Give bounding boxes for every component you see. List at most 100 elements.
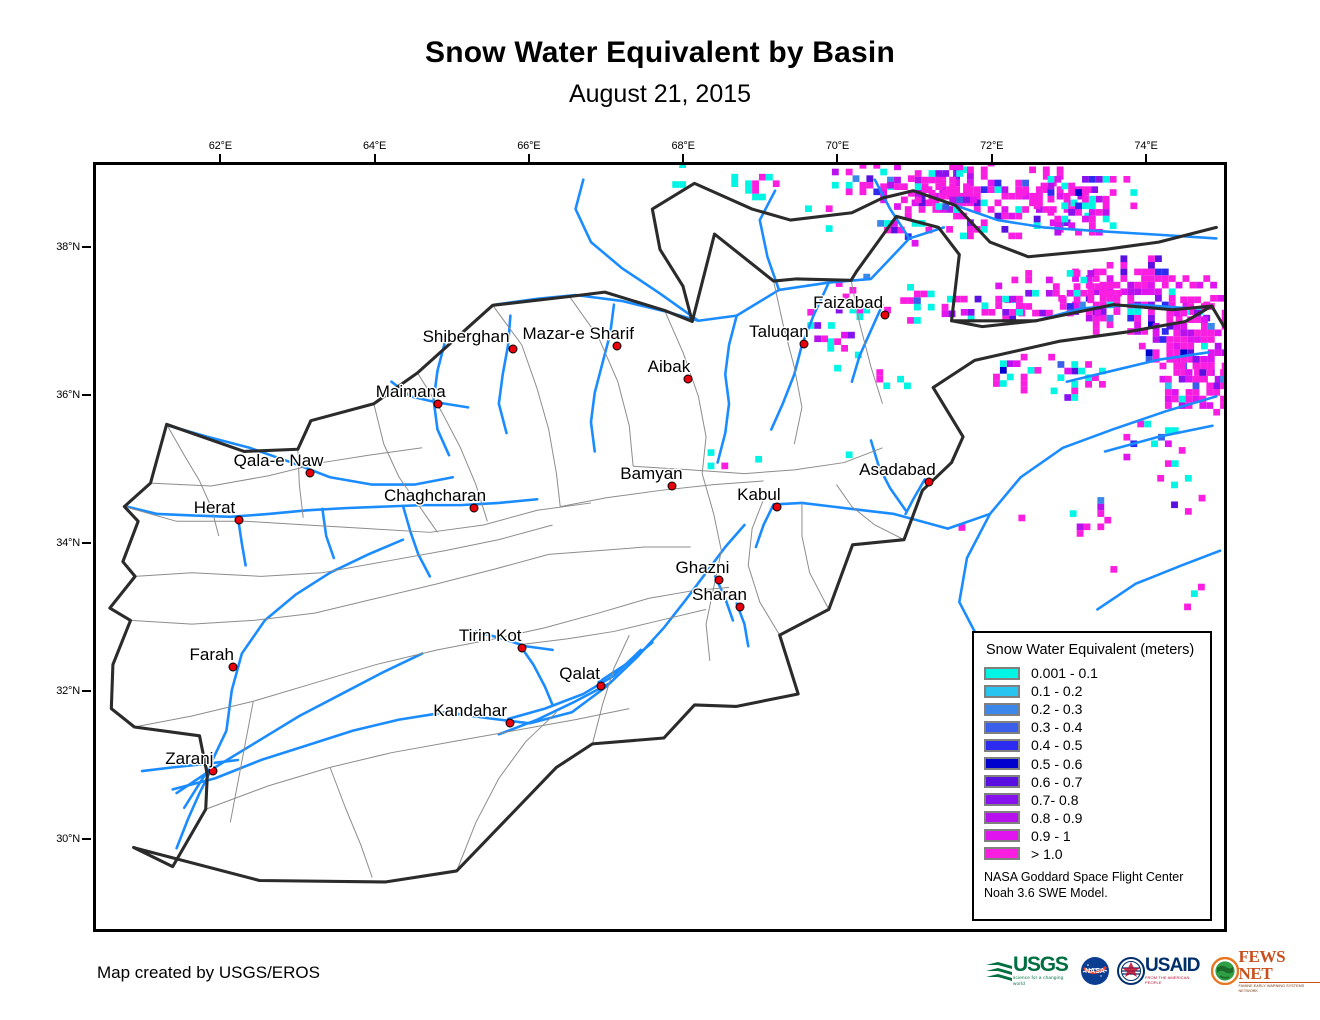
swe-cell [1015, 212, 1023, 220]
swe-cell [980, 186, 988, 193]
swe-cell [1171, 395, 1179, 403]
map-frame[interactable]: Faizabad Taluqan Mazar-e Sharif Shiberghan A… [93, 162, 1227, 932]
swe-cell [1134, 288, 1142, 296]
swe-cell [980, 173, 988, 180]
legend-row[interactable]: 0.5 - 0.6 [984, 754, 1200, 772]
basin-boundary [701, 473, 722, 661]
legend-row[interactable]: 0.7- 0.8 [984, 791, 1200, 809]
city-marker[interactable] [228, 662, 238, 672]
swe-cell [907, 283, 914, 291]
lon-tick-label-0: 62°E [208, 140, 232, 152]
swe-cell [1054, 228, 1062, 236]
swe-cell [841, 344, 848, 352]
legend-color-swatch [984, 757, 1020, 771]
swe-cell [939, 186, 947, 193]
legend-color-swatch [984, 775, 1020, 789]
legend-row[interactable]: 0.8 - 0.9 [984, 809, 1200, 827]
river [589, 303, 616, 453]
city-marker[interactable] [234, 515, 244, 525]
swe-cell [1134, 281, 1142, 289]
city-marker[interactable] [517, 643, 527, 653]
lat-tick-label-2: 34°N [56, 537, 80, 550]
swe-cell [980, 199, 988, 207]
swe-cell [1018, 514, 1026, 522]
usgs-logo[interactable]: USGS science for a changing world [985, 954, 1073, 988]
swe-cell [988, 308, 996, 316]
swe-cell [1075, 209, 1082, 216]
city-marker[interactable] [667, 481, 677, 491]
swe-cell [1192, 395, 1200, 403]
city-marker[interactable] [469, 503, 479, 513]
city-marker[interactable] [772, 502, 782, 512]
city-marker[interactable] [683, 374, 693, 384]
city-marker[interactable] [208, 766, 218, 776]
swe-cell [1166, 349, 1174, 356]
city-marker[interactable] [433, 399, 443, 409]
swe-cell [966, 166, 974, 174]
swe-cell [1073, 296, 1081, 304]
swe-cell [1047, 195, 1055, 203]
swe-cell [1152, 329, 1160, 337]
swe-cell [1095, 176, 1103, 183]
swe-cell [932, 199, 940, 207]
lon-tick-label-5: 72°E [980, 140, 1004, 152]
city-marker[interactable] [924, 477, 934, 487]
basin-boundary [773, 280, 803, 445]
swe-cell [1087, 296, 1095, 304]
swe-cell [1045, 289, 1053, 297]
fewsnet-logo[interactable]: FEWS NET FAMINE EARLY WARNING SYSTEMS NE… [1210, 948, 1320, 993]
swe-cell [966, 173, 974, 180]
city-marker[interactable] [880, 310, 890, 320]
usaid-logo[interactable]: USAID FROM THE AMERICAN PEOPLE [1116, 954, 1204, 988]
legend-row[interactable]: 0.001 - 0.1 [984, 664, 1200, 682]
swe-cell [1016, 308, 1023, 316]
legend-panel[interactable]: Snow Water Equivalent (meters) 0.001 - 0… [972, 631, 1212, 921]
city-marker[interactable] [508, 344, 518, 354]
swe-cell [913, 297, 921, 304]
swe-cell [772, 180, 780, 188]
basin-boundary [664, 310, 707, 474]
swe-cell [1099, 301, 1107, 309]
legend-class-label: 0.8 - 0.9 [1031, 809, 1083, 826]
swe-cell [928, 170, 936, 177]
city-marker[interactable] [305, 468, 315, 478]
swe-cell [1078, 367, 1086, 375]
swe-cell [1068, 209, 1076, 216]
legend-row[interactable]: 0.1 - 0.2 [984, 682, 1200, 700]
legend-row[interactable]: 0.4 - 0.5 [984, 736, 1200, 754]
swe-cell [1071, 394, 1079, 401]
city-marker[interactable] [714, 575, 724, 585]
swe-cell [1206, 369, 1214, 376]
swe-cell [1175, 281, 1183, 289]
swe-cell [981, 302, 989, 310]
swe-cell [913, 317, 921, 324]
swe-cell [1207, 329, 1215, 337]
swe-cell [1092, 328, 1100, 335]
legend-row[interactable]: 0.3 - 0.4 [984, 718, 1200, 736]
swe-cell [966, 232, 974, 240]
legend-row[interactable]: 0.9 - 1 [984, 827, 1200, 845]
city-marker[interactable] [612, 341, 622, 351]
swe-cell [1164, 460, 1172, 467]
swe-cell [827, 344, 835, 352]
city-marker[interactable] [735, 602, 745, 612]
swe-cell [852, 175, 860, 182]
lat-tick-label-4: 30°N [56, 833, 80, 846]
swe-cell [894, 183, 901, 191]
swe-cell [1192, 362, 1200, 370]
swe-cell [1029, 199, 1036, 207]
city-marker[interactable] [799, 339, 809, 349]
city-marker[interactable] [596, 681, 606, 691]
swe-cell [1106, 321, 1114, 329]
legend-row[interactable]: 0.2 - 0.3 [984, 700, 1200, 718]
swe-cell [1199, 402, 1207, 409]
usgs-wave-icon [985, 960, 1013, 982]
city-marker[interactable] [505, 718, 515, 728]
nasa-logo[interactable]: NASA [1080, 954, 1110, 988]
legend-row[interactable]: > 1.0 [984, 845, 1200, 863]
swe-cell [1001, 206, 1009, 213]
swe-cell [1020, 373, 1028, 381]
legend-row[interactable]: 0.6 - 0.7 [984, 773, 1200, 791]
city-label: Bamyan [620, 463, 683, 483]
swe-cell [995, 302, 1003, 310]
